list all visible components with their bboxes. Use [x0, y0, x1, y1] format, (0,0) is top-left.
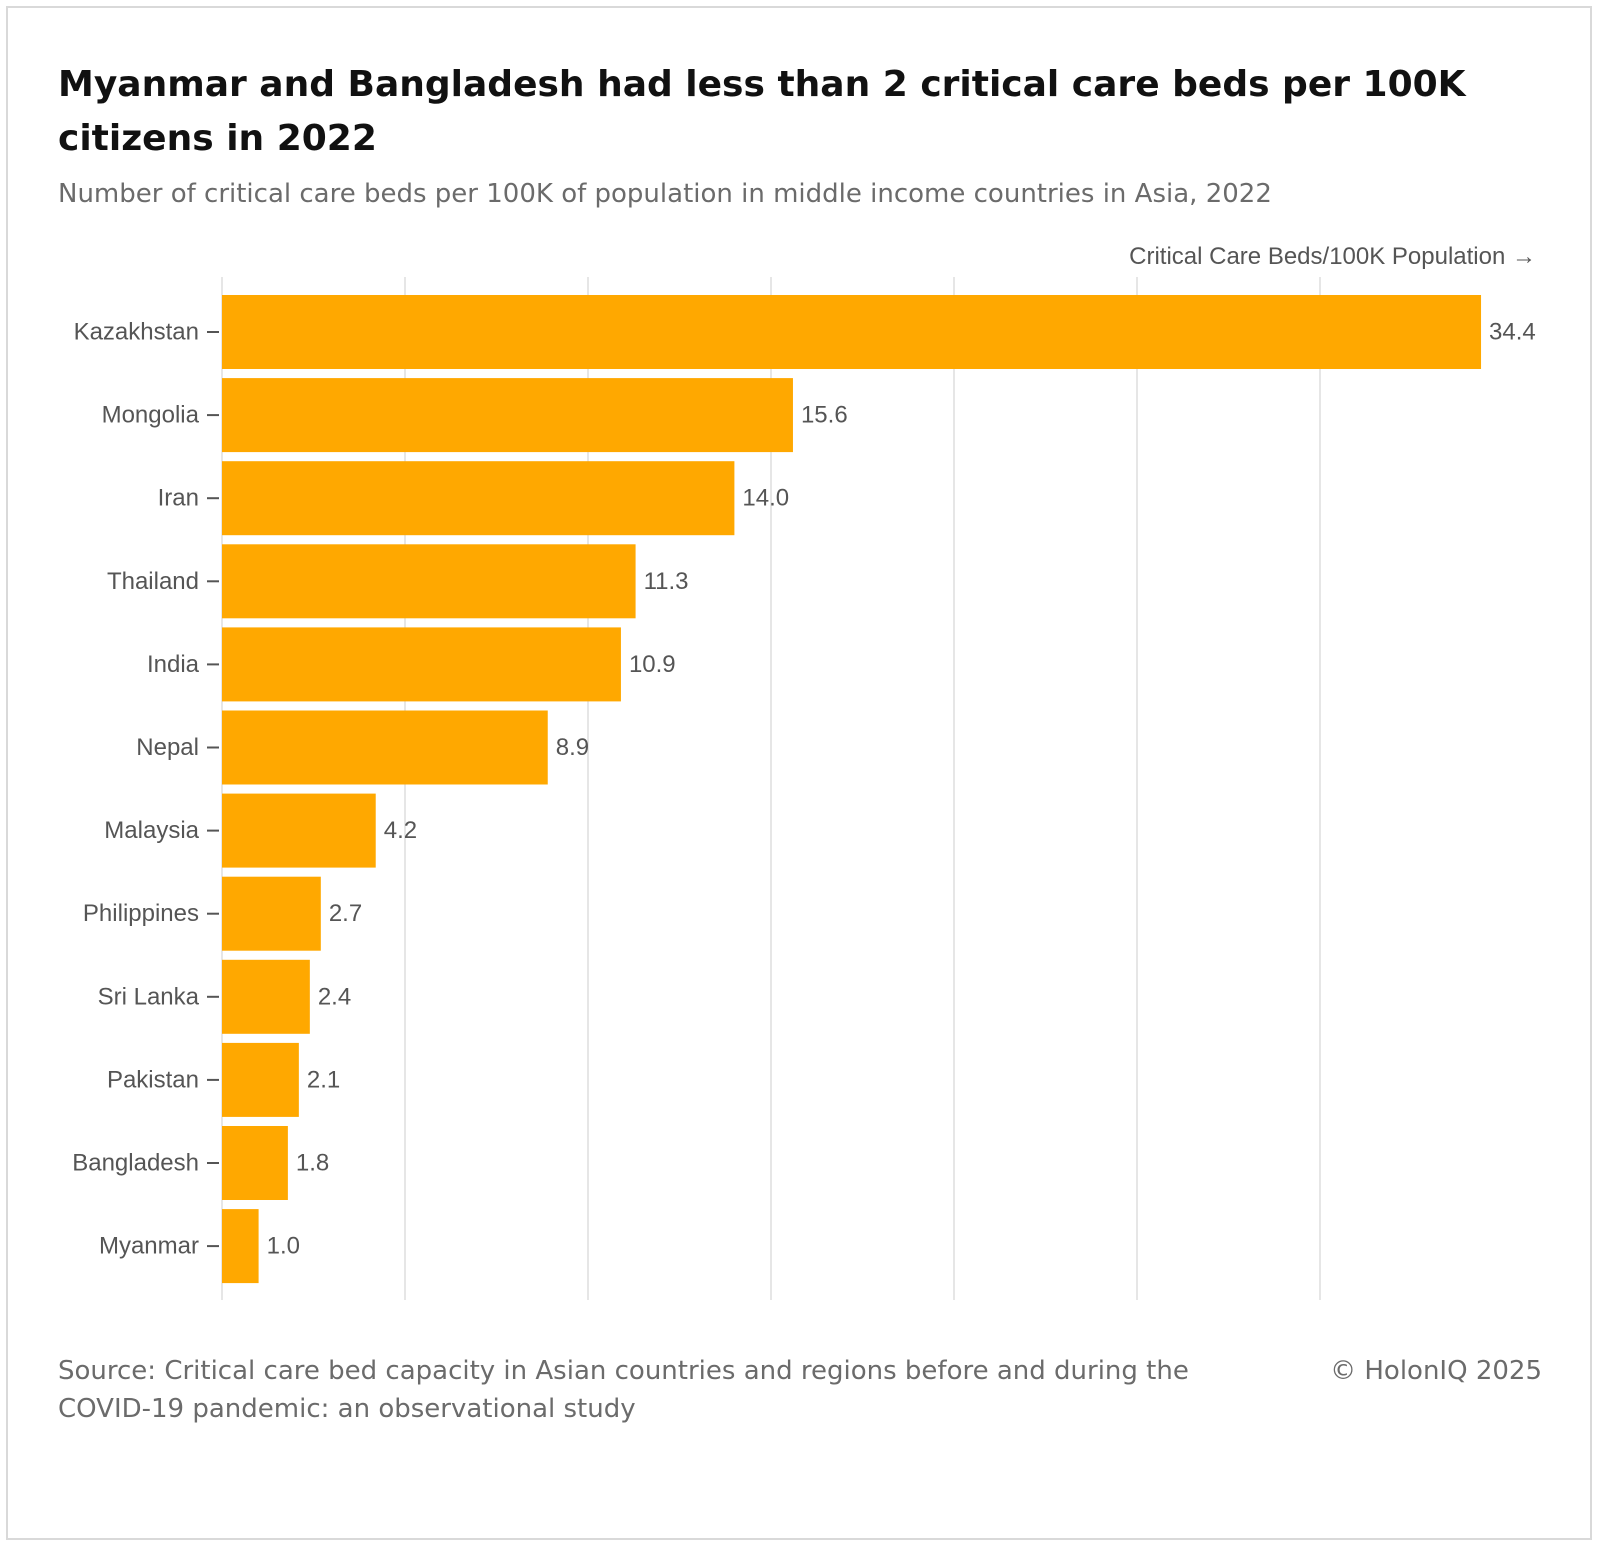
y-tick-label: Kazakhstan: [74, 319, 199, 346]
bar: [222, 378, 793, 453]
bar: [222, 1209, 259, 1284]
data-label: 10.9: [629, 651, 676, 678]
data-label: 8.9: [556, 734, 589, 761]
y-tick-label: Philippines: [83, 900, 199, 927]
bar: [222, 544, 636, 619]
y-tick-label: Pakistan: [107, 1066, 199, 1093]
y-tick-label: Bangladesh: [72, 1150, 199, 1177]
x-axis-label: Critical Care Beds/100K Population →: [1129, 243, 1536, 270]
data-label: 11.3: [644, 568, 689, 595]
y-tick-label: Malaysia: [104, 817, 199, 844]
bar: [222, 876, 321, 951]
y-tick-label: Myanmar: [99, 1233, 199, 1260]
source-note: Source: Critical care bed capacity in As…: [58, 1356, 1189, 1424]
data-label: 1.8: [296, 1150, 329, 1177]
data-label: 2.1: [307, 1066, 340, 1093]
bar: [222, 1042, 299, 1117]
data-label: 34.4: [1489, 319, 1536, 346]
bar: [222, 627, 621, 702]
bar: [222, 295, 1482, 369]
data-label: 2.4: [318, 983, 351, 1010]
y-tick-label: Thailand: [107, 568, 199, 595]
bar: [222, 461, 735, 536]
y-tick-label: Iran: [158, 485, 199, 512]
data-label: 14.0: [742, 485, 789, 512]
y-tick-label: Sri Lanka: [98, 983, 200, 1010]
copyright-note: © HolonIQ 2025: [1330, 1356, 1542, 1386]
y-tick-label: India: [147, 651, 200, 678]
y-tick-label: Mongolia: [102, 402, 200, 429]
bar: [222, 710, 548, 785]
y-tick-label: Nepal: [136, 734, 199, 761]
bar: [222, 793, 376, 868]
data-label: 2.7: [329, 900, 362, 927]
data-label: 1.0: [267, 1233, 300, 1260]
bar: [222, 959, 310, 1034]
chart-subtitle: Number of critical care beds per 100K of…: [58, 179, 1272, 209]
chart-title: Myanmar and Bangladesh had less than 2 c…: [58, 64, 1466, 159]
data-label: 15.6: [801, 402, 848, 429]
bar: [222, 1126, 288, 1200]
data-label: 4.2: [384, 817, 417, 844]
